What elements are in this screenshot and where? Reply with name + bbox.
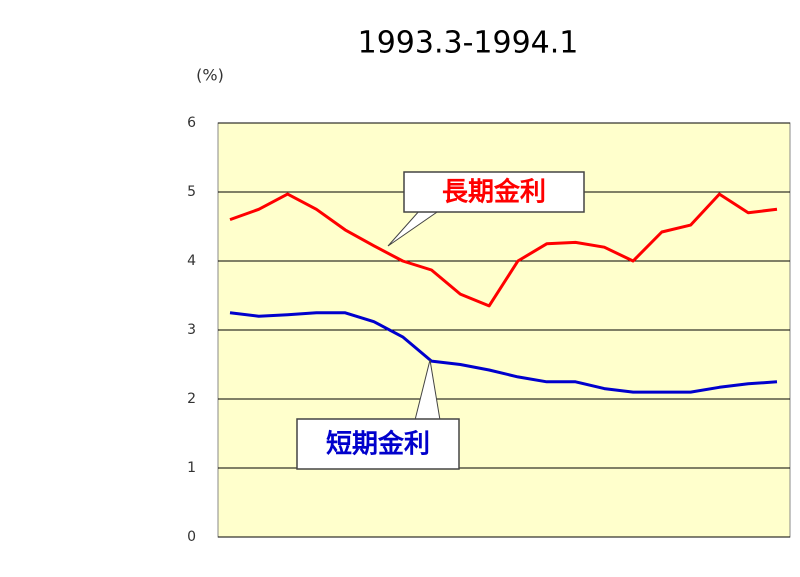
y-tick-label: 3 (187, 322, 196, 338)
y-tick-label: 1 (187, 460, 196, 476)
y-tick-label: 6 (187, 115, 196, 131)
y-tick-label: 5 (187, 184, 196, 200)
y-tick-label: 2 (187, 391, 196, 407)
y-axis-label: (%) (196, 66, 224, 85)
chart-title: 1993.3-1994.1 (358, 26, 579, 61)
series-label: 短期金利 (326, 429, 430, 460)
y-tick-label: 4 (187, 253, 196, 269)
callout-box (296, 418, 460, 470)
callout-box (403, 171, 585, 213)
series-line (229, 311, 778, 394)
y-tick-label: 0 (187, 529, 196, 545)
series-line (229, 192, 778, 308)
series-label: 長期金利 (442, 177, 546, 208)
